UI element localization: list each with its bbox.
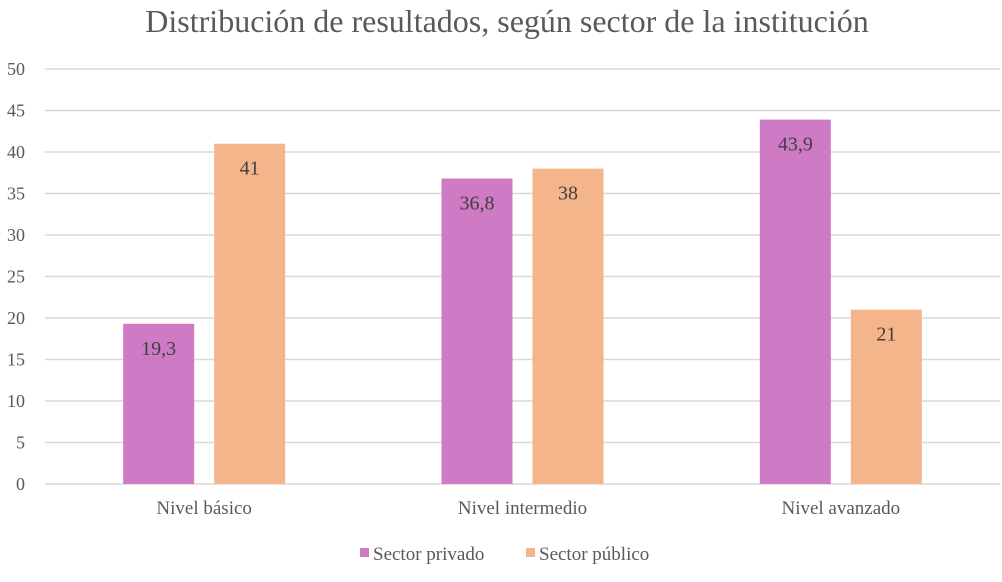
legend-swatch	[526, 548, 535, 557]
data-label: 41	[240, 158, 260, 180]
y-tick-label: 15	[7, 350, 25, 370]
bar	[759, 119, 831, 484]
bar	[123, 323, 195, 484]
x-tick-label: Nivel básico	[156, 498, 252, 519]
data-label: 19,3	[141, 338, 176, 360]
data-label: 36,8	[460, 193, 495, 215]
x-tick-label: Nivel avanzado	[781, 498, 900, 519]
y-tick-label: 30	[7, 225, 25, 245]
chart-title: Distribución de resultados, según sector…	[145, 3, 868, 39]
y-tick-label: 25	[7, 267, 25, 287]
bar	[850, 309, 922, 484]
x-tick-label: Nivel intermedio	[458, 498, 587, 519]
data-label: 43,9	[778, 134, 813, 156]
y-tick-label: 50	[7, 59, 25, 79]
y-tick-label: 5	[16, 433, 25, 453]
data-label: 21	[876, 324, 896, 346]
y-tick-label: 35	[7, 184, 25, 204]
y-tick-label: 40	[7, 142, 25, 162]
bar	[214, 143, 286, 484]
legend-label: Sector privado	[373, 544, 484, 565]
data-label: 38	[558, 183, 578, 205]
y-tick-label: 0	[16, 474, 25, 494]
y-tick-label: 10	[7, 391, 25, 411]
y-tick-label: 20	[7, 308, 25, 328]
y-tick-label: 45	[7, 101, 25, 121]
bar	[441, 178, 513, 484]
legend-swatch	[360, 548, 369, 557]
bar	[532, 168, 604, 484]
legend-label: Sector público	[539, 544, 649, 565]
legend: Sector privado Sector público	[360, 544, 649, 565]
